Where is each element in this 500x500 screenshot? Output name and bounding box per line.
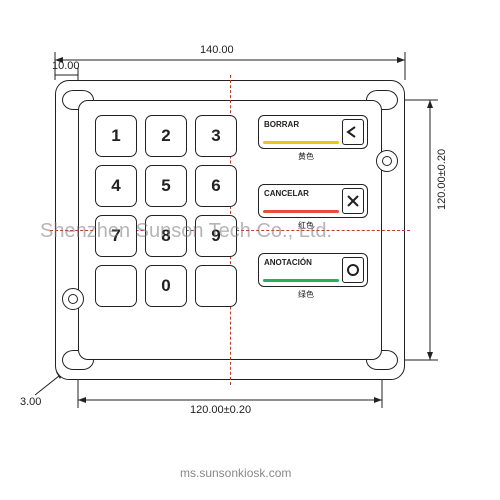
fn-key-color-bar xyxy=(263,279,339,282)
dim-right: 120.00±0.20 xyxy=(436,149,448,210)
dim-radius: 3.00 xyxy=(20,396,41,408)
screw-icon xyxy=(376,150,398,172)
fn-key-color-bar xyxy=(263,141,339,144)
key-9: 9 xyxy=(195,215,237,257)
fn-key-label: ANOTACIÓN xyxy=(264,258,312,267)
key-0: 0 xyxy=(145,265,187,307)
fn-key-borrar: BORRAR xyxy=(258,115,368,149)
screw-icon xyxy=(62,288,84,310)
dim-left-offset: 10.00 xyxy=(52,60,80,72)
dim-bottom: 120.00±0.20 xyxy=(190,404,251,416)
key-7: 7 xyxy=(95,215,137,257)
drawing-canvas: 140.00 10.00 120.00±0.20 120.00±0.20 3.0… xyxy=(0,0,500,500)
back-icon xyxy=(342,119,364,145)
key-4: 4 xyxy=(95,165,137,207)
fn-key-cancelar: CANCELAR xyxy=(258,184,368,218)
circle-icon xyxy=(342,257,364,283)
key-blank xyxy=(195,265,237,307)
fn-key-caption: 绿色 xyxy=(298,289,314,300)
x-icon xyxy=(342,188,364,214)
fn-key-label: BORRAR xyxy=(264,120,299,129)
key-1: 1 xyxy=(95,115,137,157)
key-6: 6 xyxy=(195,165,237,207)
key-3: 3 xyxy=(195,115,237,157)
key-2: 2 xyxy=(145,115,187,157)
fn-key-caption: 红色 xyxy=(298,220,314,231)
fn-key-anotación: ANOTACIÓN xyxy=(258,253,368,287)
footer-text: ms.sunsonkiosk.com xyxy=(180,466,291,480)
key-blank xyxy=(95,265,137,307)
fn-key-caption: 黄色 xyxy=(298,151,314,162)
fn-key-label: CANCELAR xyxy=(264,189,309,198)
key-8: 8 xyxy=(145,215,187,257)
key-5: 5 xyxy=(145,165,187,207)
fn-key-color-bar xyxy=(263,210,339,213)
dim-top: 140.00 xyxy=(200,44,234,56)
